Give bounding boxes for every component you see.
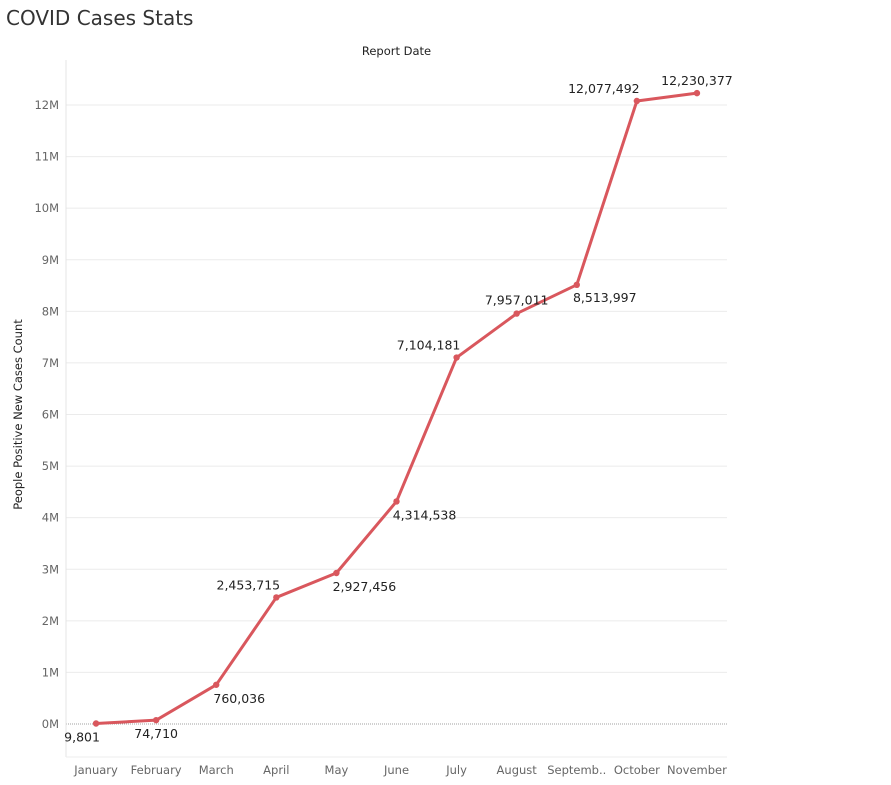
series-line-group xyxy=(93,90,700,727)
x-axis-title: Report Date xyxy=(362,44,431,58)
data-label: 2,453,715 xyxy=(217,577,281,592)
y-tick-label: 10M xyxy=(34,201,59,215)
data-label: 74,710 xyxy=(134,726,178,741)
data-point[interactable] xyxy=(153,717,159,723)
data-point[interactable] xyxy=(393,498,399,504)
data-point[interactable] xyxy=(93,720,99,726)
y-axis-title: People Positive New Cases Count xyxy=(11,319,25,510)
data-point[interactable] xyxy=(213,682,219,688)
data-label: 9,801 xyxy=(64,729,100,744)
data-label: 2,927,456 xyxy=(333,579,397,594)
x-tick-label: Septemb.. xyxy=(547,763,606,777)
gridlines xyxy=(66,105,727,724)
data-label: 7,957,011 xyxy=(485,293,549,308)
data-label: 12,230,377 xyxy=(661,73,733,88)
data-point[interactable] xyxy=(273,594,279,600)
data-point[interactable] xyxy=(694,90,700,96)
data-labels: 9,801 74,710 760,036 2,453,715 2,927,456 4,31… xyxy=(64,73,733,744)
y-tick-label: 11M xyxy=(34,150,59,164)
series-line xyxy=(96,93,697,723)
data-point[interactable] xyxy=(574,282,580,288)
data-label: 8,513,997 xyxy=(573,290,637,305)
x-tick-label: March xyxy=(199,763,234,777)
x-tick-label: October xyxy=(614,763,660,777)
y-tick-label: 1M xyxy=(42,665,59,679)
x-tick-label: February xyxy=(131,763,182,777)
y-tick-label: 4M xyxy=(42,511,59,525)
data-point[interactable] xyxy=(513,310,519,316)
x-tick-label: July xyxy=(445,763,467,777)
y-tick-label: 9M xyxy=(42,253,59,267)
y-tick-label: 2M xyxy=(42,614,59,628)
y-tick-label: 8M xyxy=(42,304,59,318)
y-tick-label: 5M xyxy=(42,459,59,473)
x-tick-label: April xyxy=(263,763,289,777)
x-tick-label: November xyxy=(667,763,727,777)
y-tick-label: 7M xyxy=(42,356,59,370)
data-label: 4,314,538 xyxy=(393,507,457,522)
data-label: 760,036 xyxy=(213,691,265,706)
data-label: 12,077,492 xyxy=(568,81,640,96)
y-tick-label: 0M xyxy=(42,717,59,731)
y-tick-label: 6M xyxy=(42,408,59,422)
data-point[interactable] xyxy=(333,570,339,576)
data-label: 7,104,181 xyxy=(397,338,461,353)
data-point[interactable] xyxy=(453,354,459,360)
y-tick-label: 12M xyxy=(34,98,59,112)
x-tick-label: January xyxy=(73,763,118,777)
x-tick-label: August xyxy=(497,763,538,777)
data-point[interactable] xyxy=(634,98,640,104)
x-tick-label: June xyxy=(383,763,409,777)
x-tick-label: May xyxy=(325,763,349,777)
y-tick-label: 3M xyxy=(42,562,59,576)
